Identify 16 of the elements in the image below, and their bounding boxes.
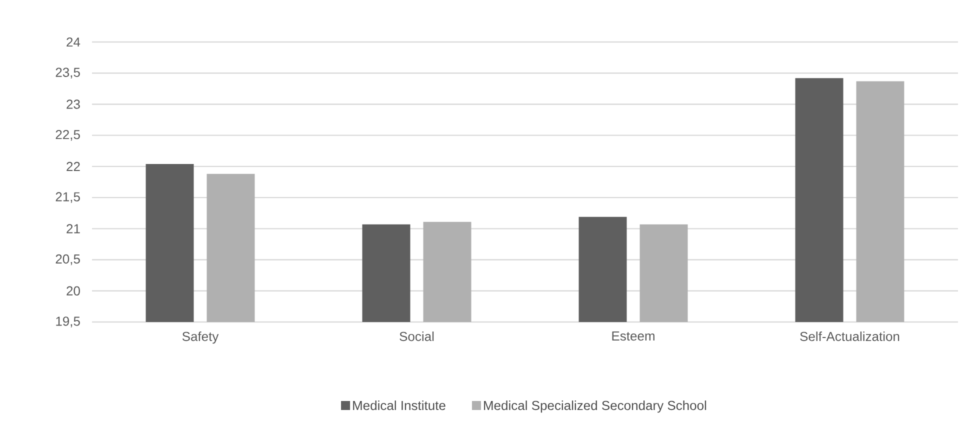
x-tick-label: Esteem [612,332,654,341]
y-tick-label: 23 [66,100,80,109]
y-tick-label: 24 [66,37,80,47]
x-tick-label: Safety [182,332,219,344]
y-tick-label: 22,5 [56,130,80,141]
y-tick-label: 21,5 [56,192,80,203]
y-tick-label: 22 [66,162,80,171]
legend-label: Medical Specialized Secondary School [484,400,706,413]
y-tick-label: 20 [66,286,80,296]
y-tick-label: 23,5 [56,68,80,78]
x-tick-label: Self-Actualization [800,332,900,342]
y-tick-label: 21 [66,224,80,234]
y-tick-label: 20,5 [56,254,80,266]
x-tick-label: Social [400,332,434,342]
y-tick-label: 19,5 [56,316,80,328]
legend-label: Medical Institute [353,400,446,410]
